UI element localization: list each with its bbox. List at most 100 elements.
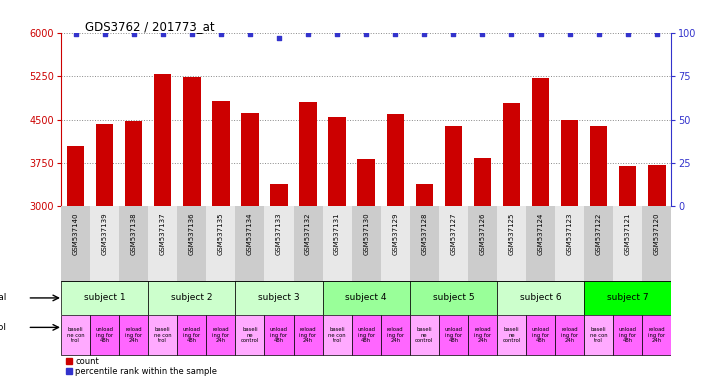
Text: protocol: protocol <box>0 323 6 332</box>
Point <box>99 31 111 38</box>
Bar <box>590 126 607 207</box>
Text: subject 1: subject 1 <box>84 293 126 303</box>
Bar <box>322 281 410 315</box>
Bar <box>177 207 206 281</box>
Point <box>186 31 197 38</box>
Text: GSM537129: GSM537129 <box>392 212 398 255</box>
Bar <box>444 126 462 207</box>
Point <box>389 31 401 38</box>
Bar <box>206 315 236 356</box>
Text: baseli
ne
control: baseli ne control <box>415 327 434 343</box>
Bar <box>148 315 177 356</box>
Bar <box>439 315 468 356</box>
Text: GSM537123: GSM537123 <box>567 212 573 255</box>
Bar <box>555 207 584 281</box>
Bar <box>613 315 643 356</box>
Bar <box>294 207 322 281</box>
Point <box>302 31 314 38</box>
Point <box>215 31 227 38</box>
Bar <box>154 74 172 207</box>
Text: unload
ing for
48h: unload ing for 48h <box>357 327 376 343</box>
Bar <box>648 165 666 207</box>
Text: GSM537125: GSM537125 <box>508 212 515 255</box>
Bar <box>264 315 294 356</box>
Bar <box>584 207 613 281</box>
Text: GSM537134: GSM537134 <box>247 212 253 255</box>
Bar <box>270 184 288 207</box>
Text: GSM537127: GSM537127 <box>450 212 457 255</box>
Text: baseli
ne con
trol: baseli ne con trol <box>328 327 346 343</box>
Bar <box>236 315 264 356</box>
Bar <box>410 315 439 356</box>
Text: reload
ing for
24h: reload ing for 24h <box>648 327 666 343</box>
Bar <box>643 207 671 281</box>
Bar <box>561 119 578 207</box>
Text: GSM537138: GSM537138 <box>131 212 136 255</box>
Bar <box>503 103 521 207</box>
Bar <box>497 281 584 315</box>
Text: GSM537140: GSM537140 <box>73 212 78 255</box>
Text: baseli
ne con
trol: baseli ne con trol <box>154 327 172 343</box>
Bar <box>119 207 148 281</box>
Point <box>128 31 139 38</box>
Text: GSM537137: GSM537137 <box>159 212 166 255</box>
Bar <box>299 101 317 207</box>
Bar <box>619 166 636 207</box>
Point <box>477 31 488 38</box>
Point <box>622 31 633 38</box>
Point <box>70 31 81 38</box>
Text: GSM537135: GSM537135 <box>218 212 224 255</box>
Bar <box>613 207 643 281</box>
Text: subject 4: subject 4 <box>345 293 387 303</box>
Text: GSM537122: GSM537122 <box>596 212 602 255</box>
Text: subject 6: subject 6 <box>520 293 561 303</box>
Bar <box>148 207 177 281</box>
Text: GDS3762 / 201773_at: GDS3762 / 201773_at <box>85 20 215 33</box>
Text: baseli
ne con
trol: baseli ne con trol <box>67 327 85 343</box>
Bar <box>526 207 555 281</box>
Bar <box>236 281 322 315</box>
Bar <box>241 113 258 207</box>
Text: individual: individual <box>0 293 6 303</box>
Bar <box>526 315 555 356</box>
Bar <box>410 207 439 281</box>
Bar <box>352 207 381 281</box>
Bar <box>264 207 294 281</box>
Point <box>332 31 343 38</box>
Text: unload
ing for
48h: unload ing for 48h <box>619 327 637 343</box>
Point <box>651 31 663 38</box>
Text: reload
ing for
24h: reload ing for 24h <box>474 327 491 343</box>
Text: GSM537132: GSM537132 <box>305 212 311 255</box>
Point <box>564 31 575 38</box>
Point <box>274 35 285 41</box>
Text: GSM537126: GSM537126 <box>480 212 485 255</box>
Text: baseli
ne con
trol: baseli ne con trol <box>590 327 607 343</box>
Bar <box>119 315 148 356</box>
Text: reload
ing for
24h: reload ing for 24h <box>213 327 230 343</box>
Bar <box>381 207 410 281</box>
Bar <box>439 207 468 281</box>
Bar <box>410 281 497 315</box>
Bar <box>352 315 381 356</box>
Text: GSM537139: GSM537139 <box>102 212 108 255</box>
Text: GSM537128: GSM537128 <box>421 212 427 255</box>
Bar <box>90 315 119 356</box>
Text: unload
ing for
48h: unload ing for 48h <box>183 327 201 343</box>
Bar <box>61 207 90 281</box>
Bar <box>474 158 491 207</box>
Bar <box>67 146 84 207</box>
Text: GSM537133: GSM537133 <box>276 212 282 255</box>
Bar <box>468 207 497 281</box>
Bar <box>584 315 613 356</box>
Point <box>505 31 517 38</box>
Bar <box>236 207 264 281</box>
Text: unload
ing for
48h: unload ing for 48h <box>531 327 549 343</box>
Text: unload
ing for
48h: unload ing for 48h <box>444 327 462 343</box>
Bar <box>322 207 352 281</box>
Text: unload
ing for
48h: unload ing for 48h <box>95 327 113 343</box>
Bar <box>206 207 236 281</box>
Text: baseli
ne
control: baseli ne control <box>503 327 521 343</box>
Text: unload
ing for
48h: unload ing for 48h <box>270 327 288 343</box>
Bar <box>183 77 200 207</box>
Bar <box>322 315 352 356</box>
